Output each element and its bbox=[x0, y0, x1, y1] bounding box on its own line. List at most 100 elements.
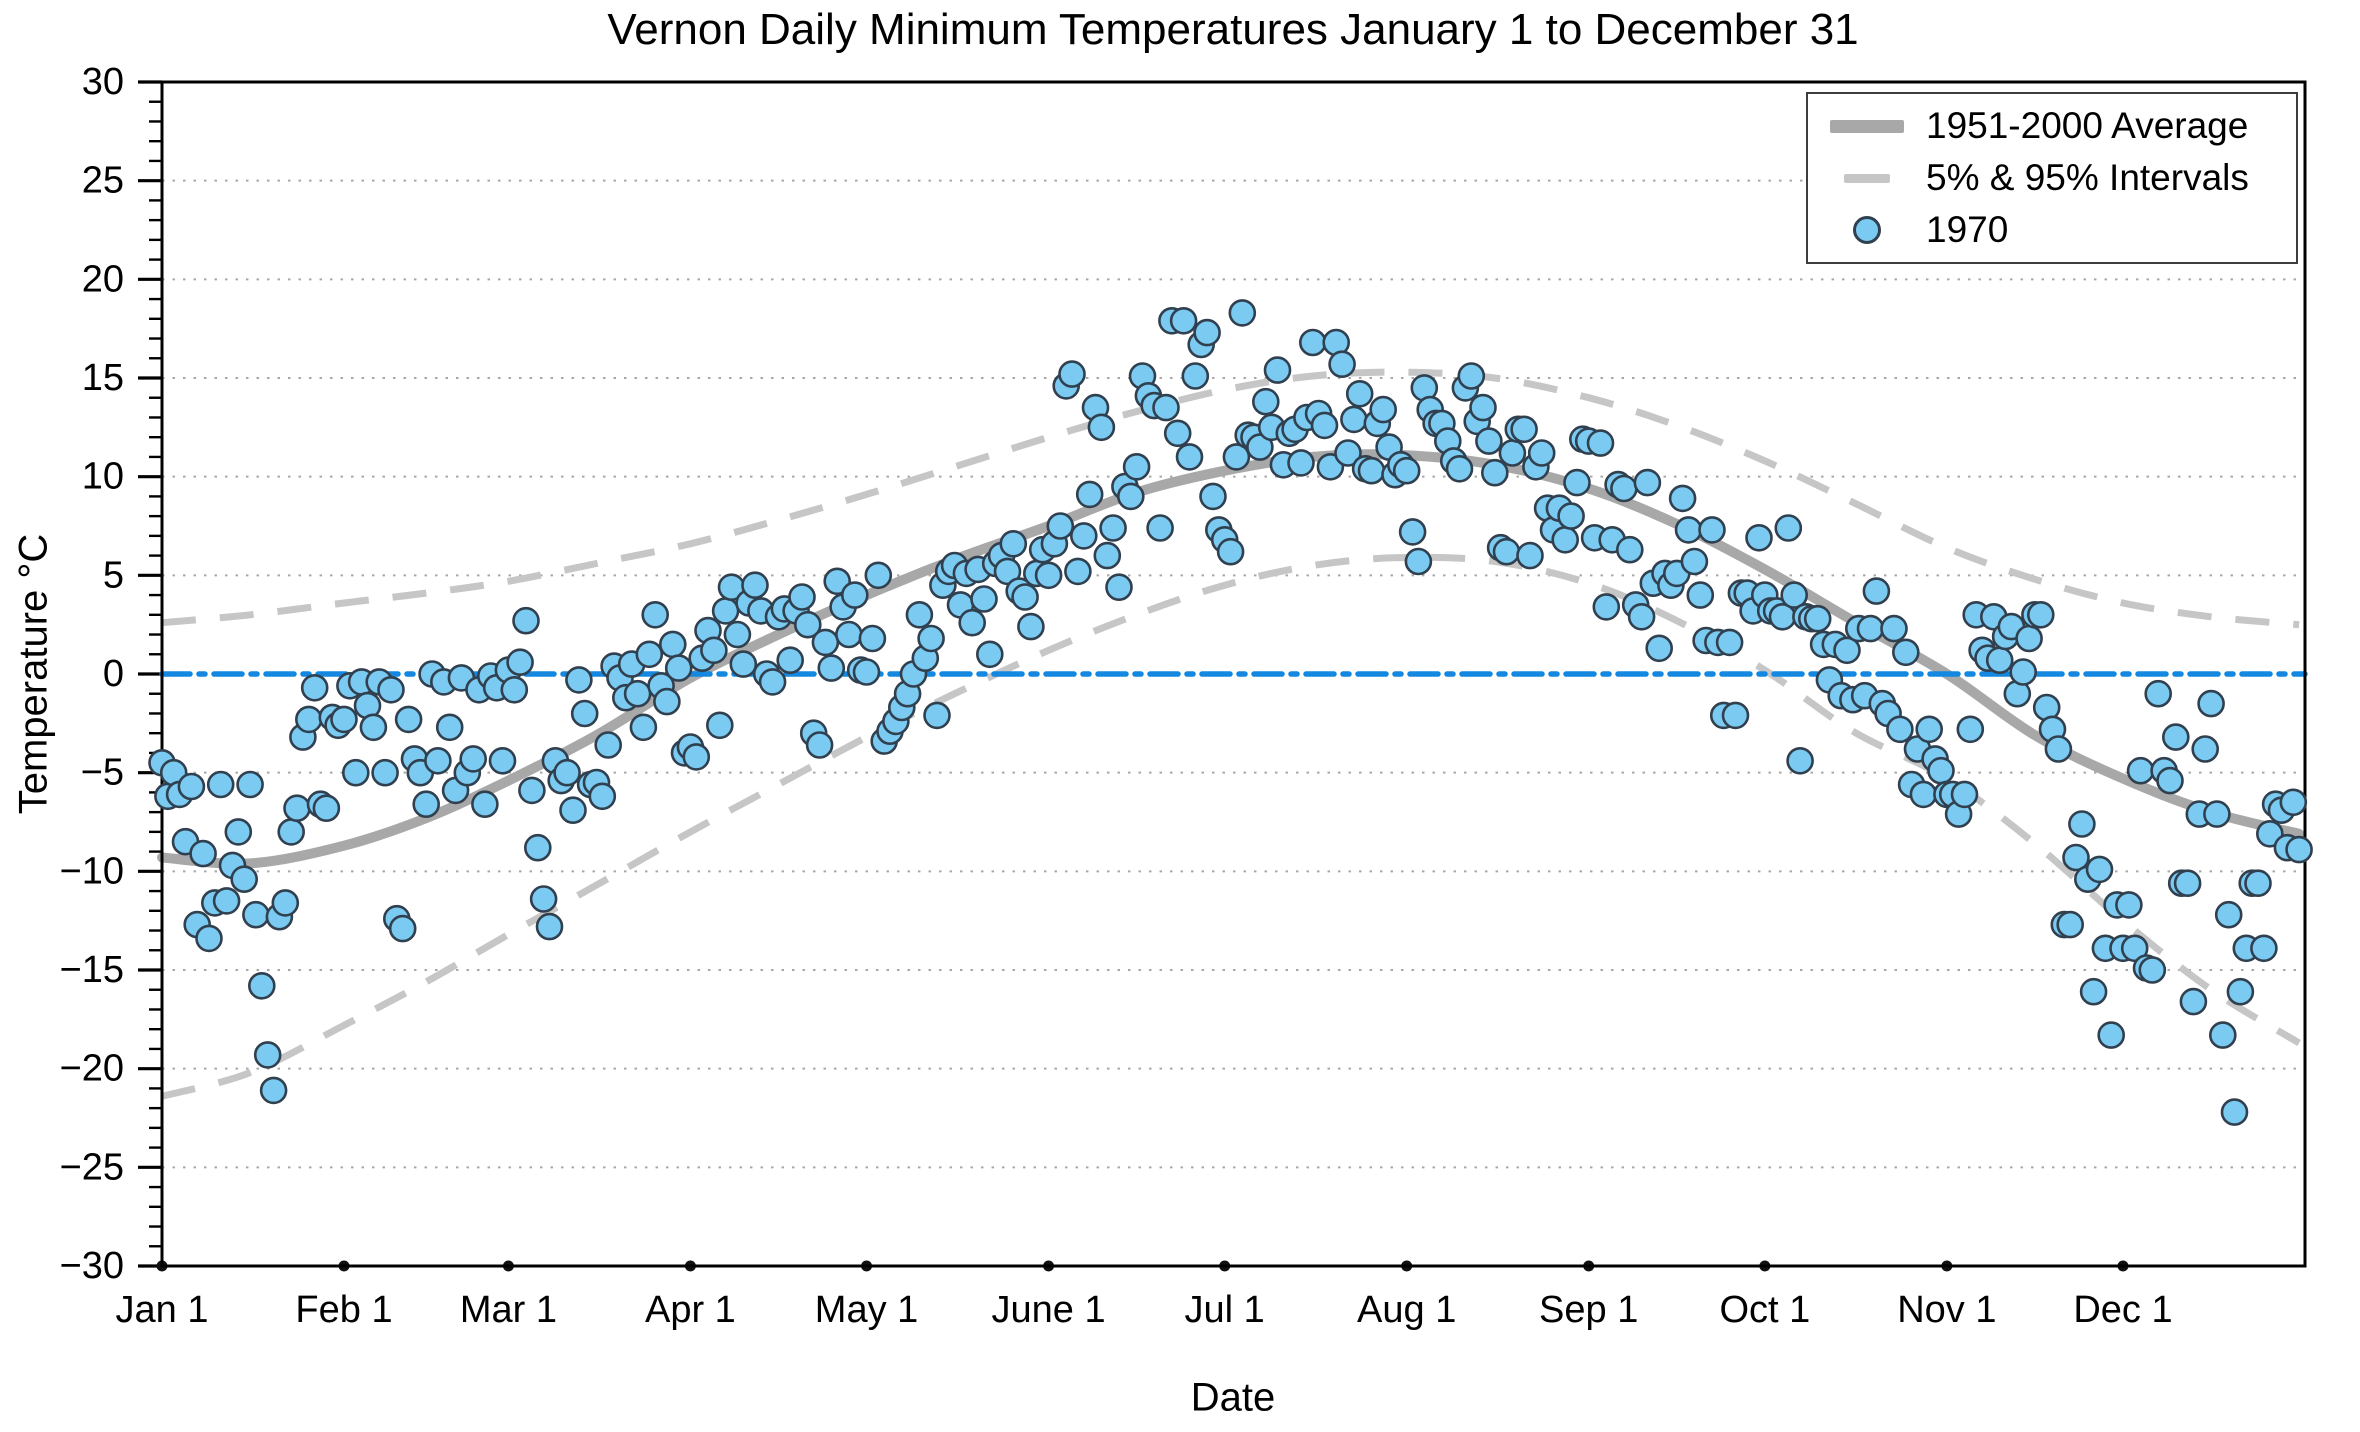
x-tick-label: Aug 1 bbox=[1357, 1289, 1456, 1331]
y-tick-label: −20 bbox=[60, 1048, 124, 1090]
scatter-point bbox=[236, 770, 264, 799]
scatter-point bbox=[2079, 977, 2108, 1006]
scatter-point bbox=[1046, 512, 1075, 540]
scatter-point bbox=[700, 636, 728, 665]
scatter-point bbox=[1146, 514, 1174, 542]
scatter-point bbox=[2162, 723, 2190, 751]
scatter-point bbox=[2279, 788, 2308, 817]
scatter-point bbox=[1263, 356, 1292, 384]
scatter-point bbox=[1216, 537, 1245, 566]
scatter-point bbox=[1833, 636, 1861, 665]
scatter-point bbox=[811, 628, 840, 657]
scatter-point bbox=[283, 794, 311, 823]
scatter-point bbox=[923, 701, 951, 730]
scatter-point bbox=[1175, 443, 1204, 471]
scatter-point bbox=[394, 705, 423, 734]
scatter-point bbox=[1481, 458, 1509, 487]
y-tick-label: −30 bbox=[60, 1245, 124, 1287]
scatter-point bbox=[1803, 604, 1832, 633]
scatter-point bbox=[629, 713, 658, 742]
legend-item-intervals: 5% & 95% Intervals bbox=[1808, 157, 2296, 199]
scatter-point bbox=[793, 610, 822, 639]
scatter-point bbox=[2209, 1021, 2237, 1049]
scatter-point bbox=[1357, 456, 1386, 485]
scatter-point bbox=[1950, 780, 1979, 809]
scatter-point bbox=[1715, 628, 1744, 657]
scatter-point bbox=[653, 687, 681, 716]
scatter-point bbox=[1985, 646, 2014, 675]
scatter-point bbox=[1011, 583, 1039, 611]
scatter-point bbox=[2244, 869, 2272, 898]
scatter-point bbox=[212, 887, 241, 915]
scatter-point bbox=[1492, 537, 1521, 566]
scatter-point bbox=[776, 646, 805, 675]
scatter-point bbox=[523, 833, 552, 862]
scatter-point bbox=[594, 731, 623, 759]
legend-item-average: 1951-2000 Average bbox=[1808, 105, 2296, 147]
scatter-point bbox=[2062, 843, 2090, 872]
scatter-point bbox=[1527, 439, 1556, 467]
scatter-point bbox=[958, 608, 987, 637]
scatter-point bbox=[506, 648, 534, 677]
scatter-point bbox=[1586, 429, 1615, 457]
y-tick-label: 5 bbox=[103, 554, 124, 596]
scatter-point bbox=[1099, 514, 1127, 542]
scatter-point bbox=[1516, 541, 1544, 570]
y-axis-label: Temperature °C bbox=[11, 533, 56, 815]
x-tick-label: Nov 1 bbox=[1897, 1289, 1996, 1331]
scatter-point bbox=[1645, 634, 1673, 663]
scatter-point bbox=[723, 620, 752, 649]
scatter-point bbox=[1856, 614, 1885, 643]
scatter-point bbox=[277, 818, 306, 846]
scatter-point bbox=[412, 790, 441, 819]
scatter-point bbox=[1070, 522, 1098, 550]
y-tick-label: 25 bbox=[82, 160, 124, 202]
scatter-point bbox=[1956, 715, 1985, 744]
scatter-point bbox=[565, 666, 593, 694]
scatter-point bbox=[253, 1041, 282, 1069]
scatter-point bbox=[371, 758, 399, 787]
scatter-point bbox=[570, 699, 599, 728]
scatter-point bbox=[1181, 362, 1210, 390]
scatter-point bbox=[1287, 449, 1315, 477]
y-tick-label: 0 bbox=[103, 653, 124, 695]
scatter-point bbox=[189, 839, 217, 868]
scatter-marker-swatch-icon bbox=[1808, 216, 1926, 244]
plot-frame bbox=[160, 80, 2307, 1268]
scatter-point bbox=[1774, 514, 1803, 542]
scatter-point bbox=[1680, 547, 1709, 576]
interval-line-swatch-icon bbox=[1808, 173, 1926, 183]
scatter-point bbox=[1563, 468, 1591, 497]
scatter-point bbox=[970, 585, 998, 613]
scatter-point bbox=[1392, 456, 1421, 485]
scatter-point bbox=[817, 654, 846, 682]
scatter-point bbox=[1299, 328, 1327, 357]
legend-label-1970: 1970 bbox=[1926, 209, 2009, 250]
scatter-point bbox=[1093, 541, 1122, 570]
scatter-point bbox=[705, 711, 734, 740]
scatter-point bbox=[2085, 855, 2114, 884]
scatter-point bbox=[1064, 557, 1092, 586]
scatter-point bbox=[559, 796, 587, 825]
y-tick-label: 10 bbox=[82, 456, 124, 498]
scatter-point bbox=[1075, 480, 1104, 509]
scatter-point bbox=[424, 746, 452, 775]
x-tick-label: Dec 1 bbox=[2073, 1289, 2172, 1331]
scatter-point bbox=[1398, 518, 1427, 546]
scatter-point bbox=[1017, 612, 1045, 641]
scatter-point bbox=[2226, 977, 2255, 1006]
y-tick-label: −5 bbox=[81, 752, 124, 794]
x-tick-label: Feb 1 bbox=[295, 1289, 392, 1331]
scatter-point bbox=[1557, 502, 1585, 530]
x-tick-label: Mar 1 bbox=[460, 1289, 557, 1331]
scatter-point bbox=[1340, 405, 1368, 434]
scatter-point bbox=[2144, 679, 2172, 708]
scatter-point bbox=[300, 673, 329, 702]
legend-label-average: 1951-2000 Average bbox=[1926, 105, 2249, 146]
scatter-point bbox=[2097, 1021, 2125, 1049]
scatter-point bbox=[917, 624, 945, 653]
scatter-point bbox=[1892, 638, 1920, 667]
scatter-point bbox=[2179, 987, 2208, 1016]
scatter-point bbox=[1199, 482, 1227, 511]
